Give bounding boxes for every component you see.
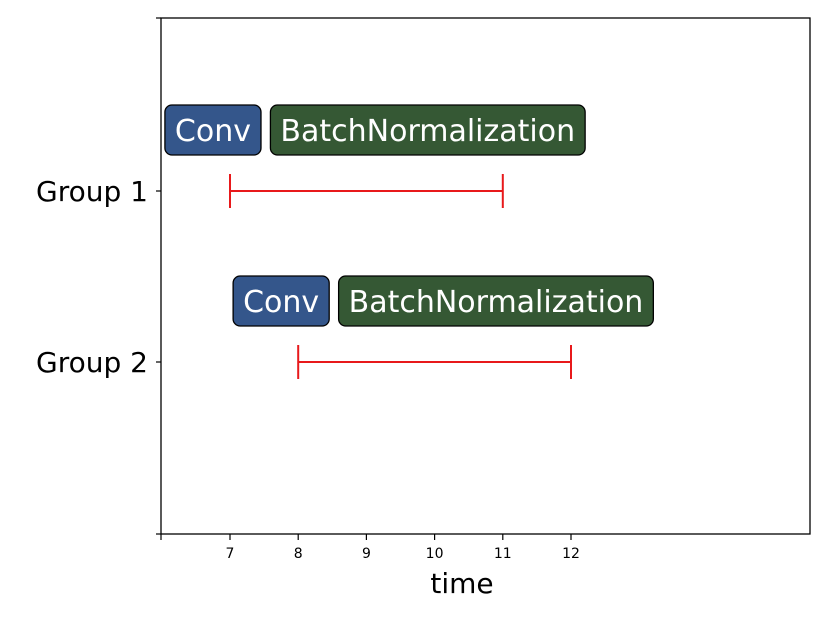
x-axis-label: time (430, 567, 493, 600)
x-tick-label: 8 (294, 546, 303, 562)
x-tick-label: 9 (362, 546, 371, 562)
x-tick-label: 10 (426, 546, 444, 562)
node-label-box (337, 275, 654, 327)
node-label-box (269, 104, 586, 156)
node-label-text: BatchNormalization (280, 114, 575, 149)
group-label: Group 2 (36, 346, 148, 379)
node-label-box (164, 104, 262, 156)
x-tick-label: 11 (494, 546, 512, 562)
group-label: Group 1 (36, 175, 148, 208)
node-label-text: Conv (175, 114, 251, 149)
plot-frame (160, 17, 811, 535)
node-label-box (232, 275, 330, 327)
x-tick-label: 7 (226, 546, 235, 562)
node-label-text: Conv (243, 285, 319, 320)
x-tick-label: 12 (562, 546, 580, 562)
node-label-text: BatchNormalization (349, 285, 644, 320)
